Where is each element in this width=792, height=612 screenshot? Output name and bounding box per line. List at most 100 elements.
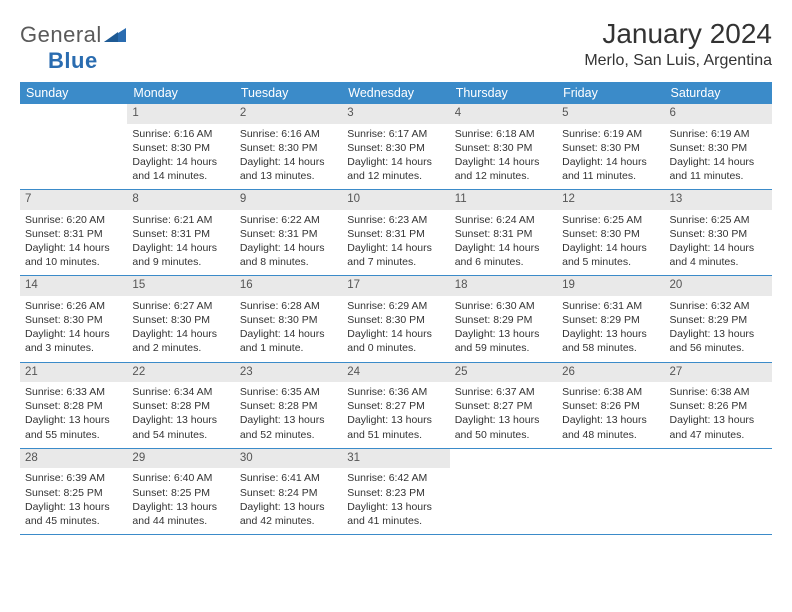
- day-body: [557, 468, 664, 477]
- day-header-sun: Sunday: [20, 82, 127, 104]
- day-cell: 6Sunrise: 6:19 AMSunset: 8:30 PMDaylight…: [665, 104, 772, 189]
- day-number: 23: [235, 363, 342, 383]
- day-number: 6: [665, 104, 772, 124]
- day-cell: 31Sunrise: 6:42 AMSunset: 8:23 PMDayligh…: [342, 449, 449, 534]
- day-cell: [665, 449, 772, 534]
- sunset-text: Sunset: 8:26 PM: [670, 399, 767, 413]
- day-cell: 27Sunrise: 6:38 AMSunset: 8:26 PMDayligh…: [665, 363, 772, 448]
- daylight-text: Daylight: 14 hours and 9 minutes.: [132, 241, 229, 269]
- daylight-text: Daylight: 14 hours and 11 minutes.: [562, 155, 659, 183]
- day-cell: 23Sunrise: 6:35 AMSunset: 8:28 PMDayligh…: [235, 363, 342, 448]
- sunrise-text: Sunrise: 6:16 AM: [132, 127, 229, 141]
- daylight-text: Daylight: 14 hours and 0 minutes.: [347, 327, 444, 355]
- day-number: 9: [235, 190, 342, 210]
- day-cell: 14Sunrise: 6:26 AMSunset: 8:30 PMDayligh…: [20, 276, 127, 361]
- day-body: Sunrise: 6:41 AMSunset: 8:24 PMDaylight:…: [235, 468, 342, 534]
- day-body: Sunrise: 6:17 AMSunset: 8:30 PMDaylight:…: [342, 124, 449, 190]
- day-number: 12: [557, 190, 664, 210]
- day-cell: 30Sunrise: 6:41 AMSunset: 8:24 PMDayligh…: [235, 449, 342, 534]
- day-number: 14: [20, 276, 127, 296]
- sunrise-text: Sunrise: 6:24 AM: [455, 213, 552, 227]
- sunset-text: Sunset: 8:30 PM: [562, 141, 659, 155]
- sunrise-text: Sunrise: 6:19 AM: [670, 127, 767, 141]
- day-number: 15: [127, 276, 234, 296]
- day-body: [450, 468, 557, 477]
- day-number: 5: [557, 104, 664, 124]
- day-body: Sunrise: 6:16 AMSunset: 8:30 PMDaylight:…: [127, 124, 234, 190]
- day-number: 29: [127, 449, 234, 469]
- day-number: 25: [450, 363, 557, 383]
- day-body: Sunrise: 6:21 AMSunset: 8:31 PMDaylight:…: [127, 210, 234, 276]
- sunset-text: Sunset: 8:23 PM: [347, 486, 444, 500]
- day-number: 21: [20, 363, 127, 383]
- calendar: Sunday Monday Tuesday Wednesday Thursday…: [20, 82, 772, 535]
- sunset-text: Sunset: 8:30 PM: [347, 141, 444, 155]
- day-body: Sunrise: 6:37 AMSunset: 8:27 PMDaylight:…: [450, 382, 557, 448]
- day-number: 31: [342, 449, 449, 469]
- daylight-text: Daylight: 13 hours and 47 minutes.: [670, 413, 767, 441]
- day-body: Sunrise: 6:20 AMSunset: 8:31 PMDaylight:…: [20, 210, 127, 276]
- sunrise-text: Sunrise: 6:16 AM: [240, 127, 337, 141]
- day-number: 13: [665, 190, 772, 210]
- sunset-text: Sunset: 8:31 PM: [240, 227, 337, 241]
- day-number: 20: [665, 276, 772, 296]
- day-body: [665, 468, 772, 477]
- daylight-text: Daylight: 13 hours and 41 minutes.: [347, 500, 444, 528]
- day-number: 17: [342, 276, 449, 296]
- day-number: 18: [450, 276, 557, 296]
- daylight-text: Daylight: 14 hours and 12 minutes.: [455, 155, 552, 183]
- day-cell: 17Sunrise: 6:29 AMSunset: 8:30 PMDayligh…: [342, 276, 449, 361]
- sunrise-text: Sunrise: 6:37 AM: [455, 385, 552, 399]
- sunset-text: Sunset: 8:29 PM: [455, 313, 552, 327]
- day-cell: 9Sunrise: 6:22 AMSunset: 8:31 PMDaylight…: [235, 190, 342, 275]
- day-cell: [450, 449, 557, 534]
- day-body: Sunrise: 6:22 AMSunset: 8:31 PMDaylight:…: [235, 210, 342, 276]
- sunrise-text: Sunrise: 6:19 AM: [562, 127, 659, 141]
- sunrise-text: Sunrise: 6:32 AM: [670, 299, 767, 313]
- sunset-text: Sunset: 8:31 PM: [25, 227, 122, 241]
- day-cell: 26Sunrise: 6:38 AMSunset: 8:26 PMDayligh…: [557, 363, 664, 448]
- sunrise-text: Sunrise: 6:30 AM: [455, 299, 552, 313]
- day-header-row: Sunday Monday Tuesday Wednesday Thursday…: [20, 82, 772, 104]
- day-cell: 8Sunrise: 6:21 AMSunset: 8:31 PMDaylight…: [127, 190, 234, 275]
- day-cell: 16Sunrise: 6:28 AMSunset: 8:30 PMDayligh…: [235, 276, 342, 361]
- day-body: Sunrise: 6:25 AMSunset: 8:30 PMDaylight:…: [557, 210, 664, 276]
- header: General Blue January 2024 Merlo, San Lui…: [20, 18, 772, 74]
- sunset-text: Sunset: 8:30 PM: [240, 313, 337, 327]
- daylight-text: Daylight: 13 hours and 51 minutes.: [347, 413, 444, 441]
- week-row: 7Sunrise: 6:20 AMSunset: 8:31 PMDaylight…: [20, 190, 772, 276]
- sunrise-text: Sunrise: 6:29 AM: [347, 299, 444, 313]
- daylight-text: Daylight: 13 hours and 50 minutes.: [455, 413, 552, 441]
- day-header-mon: Monday: [127, 82, 234, 104]
- month-title: January 2024: [584, 18, 772, 50]
- day-body: Sunrise: 6:26 AMSunset: 8:30 PMDaylight:…: [20, 296, 127, 362]
- day-body: Sunrise: 6:36 AMSunset: 8:27 PMDaylight:…: [342, 382, 449, 448]
- day-number: 19: [557, 276, 664, 296]
- sunset-text: Sunset: 8:30 PM: [670, 227, 767, 241]
- daylight-text: Daylight: 13 hours and 55 minutes.: [25, 413, 122, 441]
- daylight-text: Daylight: 14 hours and 7 minutes.: [347, 241, 444, 269]
- sunrise-text: Sunrise: 6:34 AM: [132, 385, 229, 399]
- day-cell: 7Sunrise: 6:20 AMSunset: 8:31 PMDaylight…: [20, 190, 127, 275]
- day-cell: 29Sunrise: 6:40 AMSunset: 8:25 PMDayligh…: [127, 449, 234, 534]
- day-body: Sunrise: 6:40 AMSunset: 8:25 PMDaylight:…: [127, 468, 234, 534]
- day-cell: 28Sunrise: 6:39 AMSunset: 8:25 PMDayligh…: [20, 449, 127, 534]
- location: Merlo, San Luis, Argentina: [584, 52, 772, 70]
- daylight-text: Daylight: 13 hours and 42 minutes.: [240, 500, 337, 528]
- day-number: 7: [20, 190, 127, 210]
- sunset-text: Sunset: 8:30 PM: [455, 141, 552, 155]
- daylight-text: Daylight: 14 hours and 6 minutes.: [455, 241, 552, 269]
- sunset-text: Sunset: 8:30 PM: [670, 141, 767, 155]
- sunset-text: Sunset: 8:29 PM: [562, 313, 659, 327]
- sunrise-text: Sunrise: 6:23 AM: [347, 213, 444, 227]
- daylight-text: Daylight: 14 hours and 3 minutes.: [25, 327, 122, 355]
- day-header-wed: Wednesday: [342, 82, 449, 104]
- sunrise-text: Sunrise: 6:21 AM: [132, 213, 229, 227]
- sunset-text: Sunset: 8:26 PM: [562, 399, 659, 413]
- day-body: Sunrise: 6:19 AMSunset: 8:30 PMDaylight:…: [557, 124, 664, 190]
- daylight-text: Daylight: 13 hours and 56 minutes.: [670, 327, 767, 355]
- day-number: 16: [235, 276, 342, 296]
- day-body: Sunrise: 6:28 AMSunset: 8:30 PMDaylight:…: [235, 296, 342, 362]
- sunrise-text: Sunrise: 6:26 AM: [25, 299, 122, 313]
- daylight-text: Daylight: 13 hours and 45 minutes.: [25, 500, 122, 528]
